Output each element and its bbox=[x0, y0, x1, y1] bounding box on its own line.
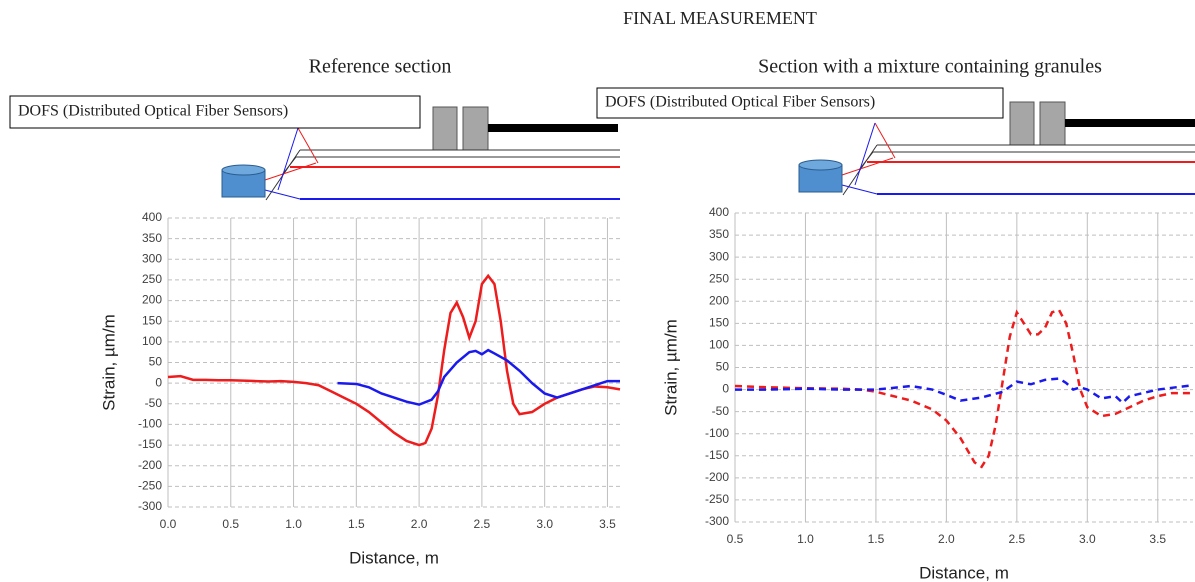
y-tick-label: 400 bbox=[142, 210, 162, 224]
x-tick-label: 1.0 bbox=[797, 532, 814, 546]
pointer bbox=[854, 122, 876, 186]
slab-edge bbox=[858, 151, 874, 171]
figure-title: FINAL MEASUREMENT bbox=[623, 8, 817, 28]
x-tick-label: 1.5 bbox=[348, 517, 365, 531]
x-tick-label: 0.0 bbox=[160, 517, 177, 531]
pointer bbox=[297, 127, 319, 164]
y-tick-label: 300 bbox=[142, 251, 162, 265]
y-tick-label: 350 bbox=[142, 231, 162, 245]
x-tick-label: 3.5 bbox=[599, 517, 616, 531]
y-tick-label: 100 bbox=[142, 334, 162, 348]
y-tick-label: -50 bbox=[145, 396, 163, 410]
cable bbox=[264, 162, 317, 181]
y-tick-label: -150 bbox=[705, 448, 729, 462]
load-block bbox=[462, 106, 489, 151]
series-line bbox=[734, 308, 1193, 469]
y-tick-label: 200 bbox=[709, 293, 729, 307]
x-tick-label: 0.5 bbox=[222, 517, 239, 531]
x-tick-label: 3.5 bbox=[1149, 532, 1166, 546]
annotation-box bbox=[596, 87, 1004, 119]
x-axis-label: Distance, m bbox=[349, 548, 439, 567]
y-tick-label: 250 bbox=[709, 271, 729, 285]
interrogator-top bbox=[221, 164, 266, 176]
load-bar bbox=[488, 124, 618, 132]
y-tick-label: 200 bbox=[142, 293, 162, 307]
y-tick-label: 100 bbox=[709, 338, 729, 352]
y-tick-label: -50 bbox=[712, 404, 730, 418]
load-block bbox=[1039, 101, 1066, 146]
chart-title: Section with a mixture containing granul… bbox=[758, 56, 1102, 78]
x-tick-label: 3.0 bbox=[1079, 532, 1096, 546]
y-tick-label: -200 bbox=[705, 470, 729, 484]
interrogator-top bbox=[798, 159, 843, 171]
cable bbox=[841, 184, 878, 195]
series-line bbox=[735, 377, 1194, 405]
series-line bbox=[167, 273, 621, 447]
y-tick-label: -250 bbox=[138, 479, 162, 493]
x-tick-label: 2.0 bbox=[411, 517, 428, 531]
x-tick-label: 2.0 bbox=[938, 532, 955, 546]
annotation: DOFS (Distributed Optical Fiber Sensors) bbox=[18, 103, 288, 120]
x-tick-label: 2.5 bbox=[474, 517, 491, 531]
cable bbox=[264, 189, 301, 200]
y-tick-label: -200 bbox=[138, 458, 162, 472]
load-bar bbox=[1065, 119, 1195, 127]
y-tick-label: 400 bbox=[709, 205, 729, 219]
x-tick-label: 1.0 bbox=[285, 517, 302, 531]
x-tick-label: 1.5 bbox=[868, 532, 885, 546]
y-tick-label: -300 bbox=[138, 499, 162, 513]
y-axis-label: Strain, µm/m bbox=[99, 314, 118, 411]
x-tick-label: 0.5 bbox=[727, 532, 744, 546]
y-tick-label: -300 bbox=[705, 514, 729, 528]
series-line bbox=[337, 348, 620, 406]
y-tick-label: 50 bbox=[716, 360, 730, 374]
pointer bbox=[874, 122, 896, 159]
y-tick-label: 350 bbox=[709, 227, 729, 241]
y-tick-label: 150 bbox=[709, 316, 729, 330]
y-tick-label: -250 bbox=[705, 492, 729, 506]
y-tick-label: 0 bbox=[155, 375, 162, 389]
y-tick-label: -150 bbox=[138, 437, 162, 451]
y-tick-label: 50 bbox=[149, 355, 163, 369]
y-tick-label: 0 bbox=[722, 382, 729, 396]
load-block bbox=[432, 106, 458, 151]
slab-edge bbox=[281, 156, 297, 176]
annotation: DOFS (Distributed Optical Fiber Sensors) bbox=[605, 94, 875, 111]
x-tick-label: 2.5 bbox=[1009, 532, 1026, 546]
chart-title: Reference section bbox=[309, 56, 452, 78]
x-tick-label: 3.0 bbox=[536, 517, 553, 531]
y-tick-label: 250 bbox=[142, 272, 162, 286]
x-axis-label: Distance, m bbox=[919, 563, 1009, 582]
y-tick-label: -100 bbox=[705, 426, 729, 440]
annotation-box bbox=[9, 95, 421, 129]
load-block bbox=[1009, 101, 1035, 146]
cable bbox=[841, 157, 894, 176]
y-tick-label: 300 bbox=[709, 249, 729, 263]
y-axis-label: Strain, µm/m bbox=[661, 319, 680, 416]
y-tick-label: 150 bbox=[142, 313, 162, 327]
pointer bbox=[277, 127, 299, 191]
y-tick-label: -100 bbox=[138, 417, 162, 431]
